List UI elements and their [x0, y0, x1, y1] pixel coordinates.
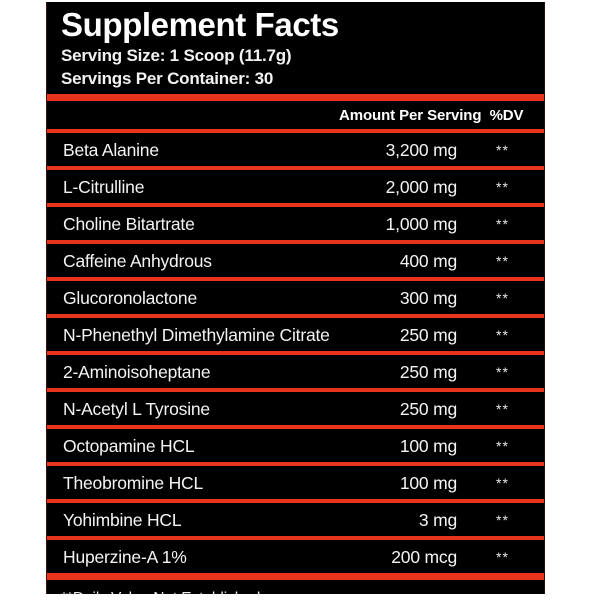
row-divider-cell [47, 203, 544, 207]
ingredient-name: N-Phenethyl Dimethylamine Citrate [63, 324, 330, 345]
row-divider-cell [47, 536, 544, 540]
row-divider-cell [47, 351, 544, 355]
row-divider [47, 166, 544, 170]
ingredient-name: Glucoronolactone [63, 287, 197, 308]
row-divider-cell [47, 277, 544, 281]
row-divider-line [47, 277, 544, 281]
row-divider-cell [47, 425, 544, 429]
ingredient-amount: 100 mg [399, 435, 457, 456]
row-divider [47, 499, 544, 503]
table-row: Yohimbine HCL 3 mg ** [47, 503, 544, 536]
ingredient-amount: 400 mg [399, 250, 457, 271]
header-rule-gap [47, 90, 544, 94]
ingredient-amount: 2,000 mg [385, 176, 458, 197]
ingredient-amount: 3 mg [418, 509, 457, 530]
table-row: Glucoronolactone 300 mg ** [47, 281, 544, 314]
row-divider [47, 425, 544, 429]
table-row: Choline Bitartrate 1,000 mg ** [47, 207, 544, 240]
table-row: 2-Aminoisoheptane 250 mg ** [47, 355, 544, 388]
row-divider-cell [47, 388, 544, 392]
ingredient-name: Theobromine HCL [63, 472, 203, 493]
ingredient-name: Caffeine Anhydrous [63, 250, 212, 271]
row-divider-cell [47, 499, 544, 503]
ingredient-amount: 250 mg [399, 361, 457, 382]
row-divider [47, 129, 544, 133]
ingredient-daily-value: ** [496, 400, 509, 417]
serving-size-text: Serving Size: 1 Scoop (11.7g) [61, 46, 292, 65]
row-divider-line [47, 351, 544, 355]
row-divider [47, 240, 544, 244]
supplement-facts-table: Amount Per Serving %DV Beta Alanine 3,200… [47, 101, 544, 573]
ingredient-daily-value: ** [496, 215, 509, 232]
row-divider-line [47, 166, 544, 170]
row-divider-line [47, 536, 544, 540]
ingredient-amount: 250 mg [399, 398, 457, 419]
row-divider-cell [47, 314, 544, 318]
row-divider-line [47, 388, 544, 392]
row-divider [47, 462, 544, 466]
row-divider-line [47, 314, 544, 318]
table-row: N-Phenethyl Dimethylamine Citrate 250 mg *… [47, 318, 544, 351]
ingredient-name: 2-Aminoisoheptane [63, 361, 211, 382]
ingredient-daily-value: ** [496, 252, 509, 269]
row-divider [47, 536, 544, 540]
ingredient-amount: 250 mg [399, 324, 457, 345]
ingredient-amount: 200 mcg [391, 546, 457, 567]
table-header-row: Amount Per Serving %DV [47, 101, 544, 129]
row-divider-line [47, 129, 544, 133]
row-divider-cell [47, 166, 544, 170]
footer-divider-rule [47, 573, 544, 580]
page-title: Supplement Facts [61, 6, 339, 43]
ingredient-daily-value: ** [496, 326, 509, 343]
daily-value-footnote: **Daily Value Not Established [47, 580, 544, 594]
ingredient-amount: 1,000 mg [385, 213, 458, 234]
ingredient-name: N-Acetyl L Tyrosine [63, 398, 210, 419]
row-divider [47, 351, 544, 355]
ingredient-name: Beta Alanine [63, 139, 159, 160]
table-row: N-Acetyl L Tyrosine 250 mg ** [47, 392, 544, 425]
table-row: Caffeine Anhydrous 400 mg ** [47, 244, 544, 277]
row-divider [47, 277, 544, 281]
row-divider-cell [47, 462, 544, 466]
servings-per-container-text: Servings Per Container: 30 [61, 69, 274, 88]
column-header-dv: %DV [489, 106, 524, 124]
table-row: Huperzine-A 1% 200 mcg ** [47, 540, 544, 573]
row-divider [47, 314, 544, 318]
header-divider-rule [47, 94, 544, 101]
ingredient-name: Choline Bitartrate [63, 213, 195, 234]
row-divider-cell [47, 129, 544, 133]
row-divider-line [47, 425, 544, 429]
ingredient-daily-value: ** [496, 474, 509, 491]
table-row: L-Citrulline 2,000 mg ** [47, 170, 544, 203]
table-row: Theobromine HCL 100 mg ** [47, 466, 544, 499]
ingredient-name: Octopamine HCL [63, 435, 195, 456]
ingredient-name: L-Citrulline [63, 176, 145, 197]
row-divider-line [47, 462, 544, 466]
ingredient-amount: 300 mg [399, 287, 457, 308]
ingredient-amount: 3,200 mg [385, 139, 458, 160]
ingredient-daily-value: ** [496, 178, 509, 195]
ingredient-daily-value: ** [496, 363, 509, 380]
column-header-name [47, 101, 339, 129]
column-header-amount: Amount Per Serving [339, 106, 482, 124]
label-header: Supplement Facts Serving Size: 1 Scoop (… [47, 2, 544, 90]
ingredient-daily-value: ** [496, 511, 509, 528]
row-divider [47, 388, 544, 392]
row-divider [47, 203, 544, 207]
ingredient-daily-value: ** [496, 548, 509, 565]
row-divider-line [47, 203, 544, 207]
ingredient-name: Yohimbine HCL [63, 509, 182, 530]
row-divider-line [47, 240, 544, 244]
row-divider-line [47, 499, 544, 503]
ingredient-amount: 100 mg [399, 472, 457, 493]
ingredient-name: Huperzine-A 1% [63, 546, 187, 567]
ingredient-daily-value: ** [496, 141, 509, 158]
ingredient-daily-value: ** [496, 437, 509, 454]
table-row: Beta Alanine 3,200 mg ** [47, 133, 544, 166]
ingredient-daily-value: ** [496, 289, 509, 306]
table-row: Octopamine HCL 100 mg ** [47, 429, 544, 462]
supplement-facts-panel: Supplement Facts Serving Size: 1 Scoop (… [46, 2, 545, 594]
row-divider-cell [47, 240, 544, 244]
